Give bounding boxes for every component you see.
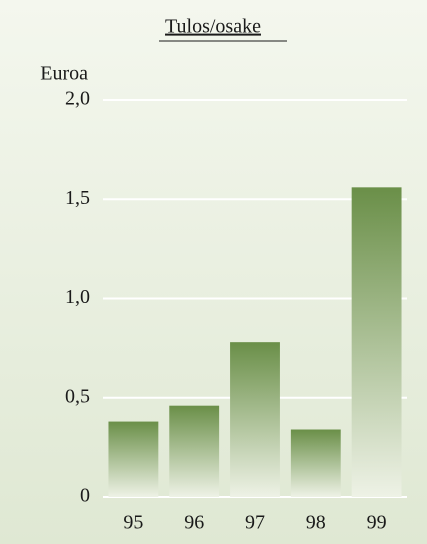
y-tick-label: 0,5 [65,385,90,407]
x-tick-label: 98 [306,512,326,534]
x-tick-label: 95 [123,512,143,534]
y-tick-label: 2,0 [65,88,90,110]
y-tick-label: 1,5 [65,187,90,209]
chart-title: Tulos/osake [165,16,261,38]
bar [351,187,402,497]
y-axis-label: Euroa [40,63,88,85]
y-tick-label: 0 [80,485,90,507]
y-tick-label: 1,0 [65,286,90,308]
bar [290,429,341,497]
bar [169,405,220,497]
bar [230,342,280,497]
x-tick-label: 96 [184,512,204,534]
x-tick-label: 99 [367,512,387,534]
bar [108,421,159,497]
x-tick-label: 97 [245,512,265,534]
